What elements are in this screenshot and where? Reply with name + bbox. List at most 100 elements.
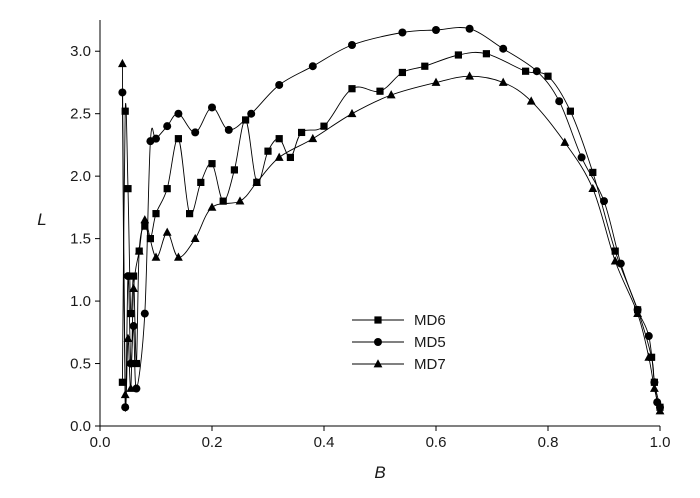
series-line bbox=[121, 63, 661, 412]
legend: MD6 MD5 MD7 bbox=[352, 312, 446, 373]
x-tick-label: 1.0 bbox=[650, 434, 671, 451]
data-point bbox=[633, 308, 642, 317]
data-point bbox=[163, 185, 171, 193]
data-point bbox=[126, 359, 135, 368]
data-point bbox=[163, 122, 172, 131]
legend-label: MD6 bbox=[414, 312, 446, 329]
data-point bbox=[121, 107, 129, 115]
data-point bbox=[152, 134, 160, 143]
data-point bbox=[499, 44, 508, 53]
data-point bbox=[123, 333, 133, 342]
data-point bbox=[348, 85, 356, 93]
data-point bbox=[235, 196, 245, 205]
data-point bbox=[655, 406, 665, 415]
x-tick-label: 0.6 bbox=[426, 434, 447, 451]
legend-item-md6: MD6 bbox=[352, 312, 446, 329]
legend-marker bbox=[374, 338, 382, 346]
data-point bbox=[644, 332, 653, 341]
data-point bbox=[398, 68, 406, 77]
data-point bbox=[224, 125, 233, 134]
data-point bbox=[600, 197, 608, 206]
data-point bbox=[152, 210, 160, 218]
x-tick-label: 0.4 bbox=[314, 434, 335, 451]
y-axis-title: L bbox=[37, 210, 46, 229]
data-point bbox=[650, 383, 659, 392]
y-tick-label: 3.0 bbox=[70, 43, 91, 60]
data-point bbox=[140, 215, 150, 224]
data-point bbox=[308, 62, 317, 71]
data-point bbox=[432, 25, 440, 34]
series-md5 bbox=[118, 24, 664, 412]
data-point bbox=[376, 87, 384, 95]
series-line bbox=[121, 51, 661, 408]
data-point bbox=[431, 77, 441, 86]
data-point bbox=[589, 168, 597, 177]
data-point bbox=[130, 272, 138, 280]
x-axis-title: B bbox=[374, 463, 385, 482]
x-tick-label: 0.0 bbox=[90, 434, 111, 451]
data-point bbox=[386, 90, 396, 99]
data-point bbox=[129, 283, 138, 292]
data-point bbox=[134, 246, 144, 255]
data-point bbox=[219, 197, 227, 205]
data-point bbox=[465, 71, 474, 80]
data-point bbox=[308, 133, 318, 143]
data-point bbox=[644, 352, 654, 361]
x-tick-label: 0.2 bbox=[202, 434, 223, 451]
data-point bbox=[298, 128, 306, 137]
data-point bbox=[141, 222, 149, 230]
data-point bbox=[118, 58, 127, 68]
legend-marker bbox=[374, 316, 382, 324]
series-md7 bbox=[118, 58, 665, 415]
data-point bbox=[252, 177, 262, 186]
data-point bbox=[555, 97, 564, 106]
data-point bbox=[208, 160, 216, 168]
data-point bbox=[242, 116, 250, 124]
data-point bbox=[197, 178, 205, 186]
series-md6 bbox=[118, 50, 664, 411]
data-point bbox=[454, 51, 462, 59]
data-point bbox=[121, 403, 130, 412]
legend-label: MD5 bbox=[414, 334, 446, 351]
data-point bbox=[347, 108, 357, 118]
data-point bbox=[560, 137, 570, 146]
y-tick-label: 2.0 bbox=[70, 168, 91, 185]
y-tick-label: 1.0 bbox=[70, 293, 91, 310]
data-point bbox=[566, 107, 574, 115]
data-point bbox=[230, 166, 238, 174]
data-point bbox=[588, 183, 598, 193]
data-point bbox=[124, 185, 132, 193]
data-point bbox=[482, 50, 490, 58]
data-point bbox=[526, 96, 536, 105]
data-point bbox=[577, 153, 586, 162]
x-tick-label: 0.8 bbox=[538, 434, 559, 451]
data-point bbox=[174, 252, 183, 261]
data-point bbox=[398, 28, 407, 37]
data-point bbox=[611, 247, 619, 255]
series-line bbox=[121, 27, 661, 412]
data-point bbox=[465, 24, 474, 33]
data-point bbox=[162, 227, 172, 236]
data-point bbox=[140, 309, 149, 318]
data-point bbox=[126, 383, 136, 392]
y-tick-label: 0.0 bbox=[70, 418, 91, 435]
data-point bbox=[190, 233, 200, 243]
legend-label: MD7 bbox=[414, 356, 446, 373]
data-point bbox=[207, 202, 217, 211]
axes: 0.0 0.2 0.4 0.6 0.8 1.0 0.0 0.5 1.0 1.5 2.0 2.5 3.0 bbox=[70, 20, 670, 451]
y-tick-label: 0.5 bbox=[70, 356, 91, 373]
data-point bbox=[208, 103, 216, 112]
data-point bbox=[151, 252, 161, 261]
data-point bbox=[348, 40, 356, 49]
data-point bbox=[274, 152, 284, 161]
data-point bbox=[247, 109, 256, 118]
data-point bbox=[320, 122, 328, 130]
series-layer bbox=[118, 24, 665, 415]
data-point bbox=[616, 259, 625, 268]
data-point bbox=[127, 309, 135, 318]
data-point bbox=[174, 109, 183, 118]
legend-marker bbox=[373, 359, 383, 368]
data-point bbox=[120, 389, 130, 399]
data-point bbox=[191, 128, 200, 137]
